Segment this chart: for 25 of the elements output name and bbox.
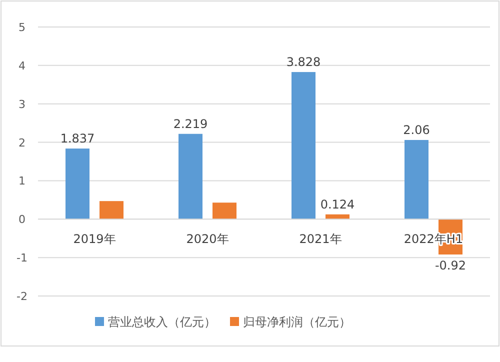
y-tick-label: 0 (18, 213, 26, 226)
y-tick-label: 1 (18, 174, 26, 188)
data-label: -0.92 (434, 258, 466, 272)
bar (66, 148, 90, 220)
data-label: 2.06 (403, 122, 430, 137)
data-label: 3.828 (286, 55, 321, 70)
y-tick-label: 5 (18, 21, 26, 34)
bar (100, 201, 124, 220)
bar (404, 140, 428, 220)
bar (212, 202, 236, 220)
y-tick-label: -1 (16, 252, 28, 265)
legend-label: 营业总收入（亿元） (108, 315, 216, 329)
legend-label: 归母净利润（亿元） (243, 315, 351, 329)
y-tick-label: 3 (18, 98, 26, 111)
x-tick-label: 2021年 (299, 232, 342, 246)
y-tick-label: 4 (18, 59, 26, 72)
data-label: 2.219 (173, 116, 208, 131)
data-label: 1.837 (60, 132, 95, 146)
bar (292, 72, 316, 220)
x-tick-label: 2020年 (186, 232, 229, 246)
x-tick-label: 2019年 (73, 232, 116, 246)
bar (178, 134, 202, 220)
y-tick-label: 2 (18, 136, 26, 150)
data-label: 0.124 (320, 197, 355, 212)
y-tick-label: -2 (16, 290, 28, 303)
